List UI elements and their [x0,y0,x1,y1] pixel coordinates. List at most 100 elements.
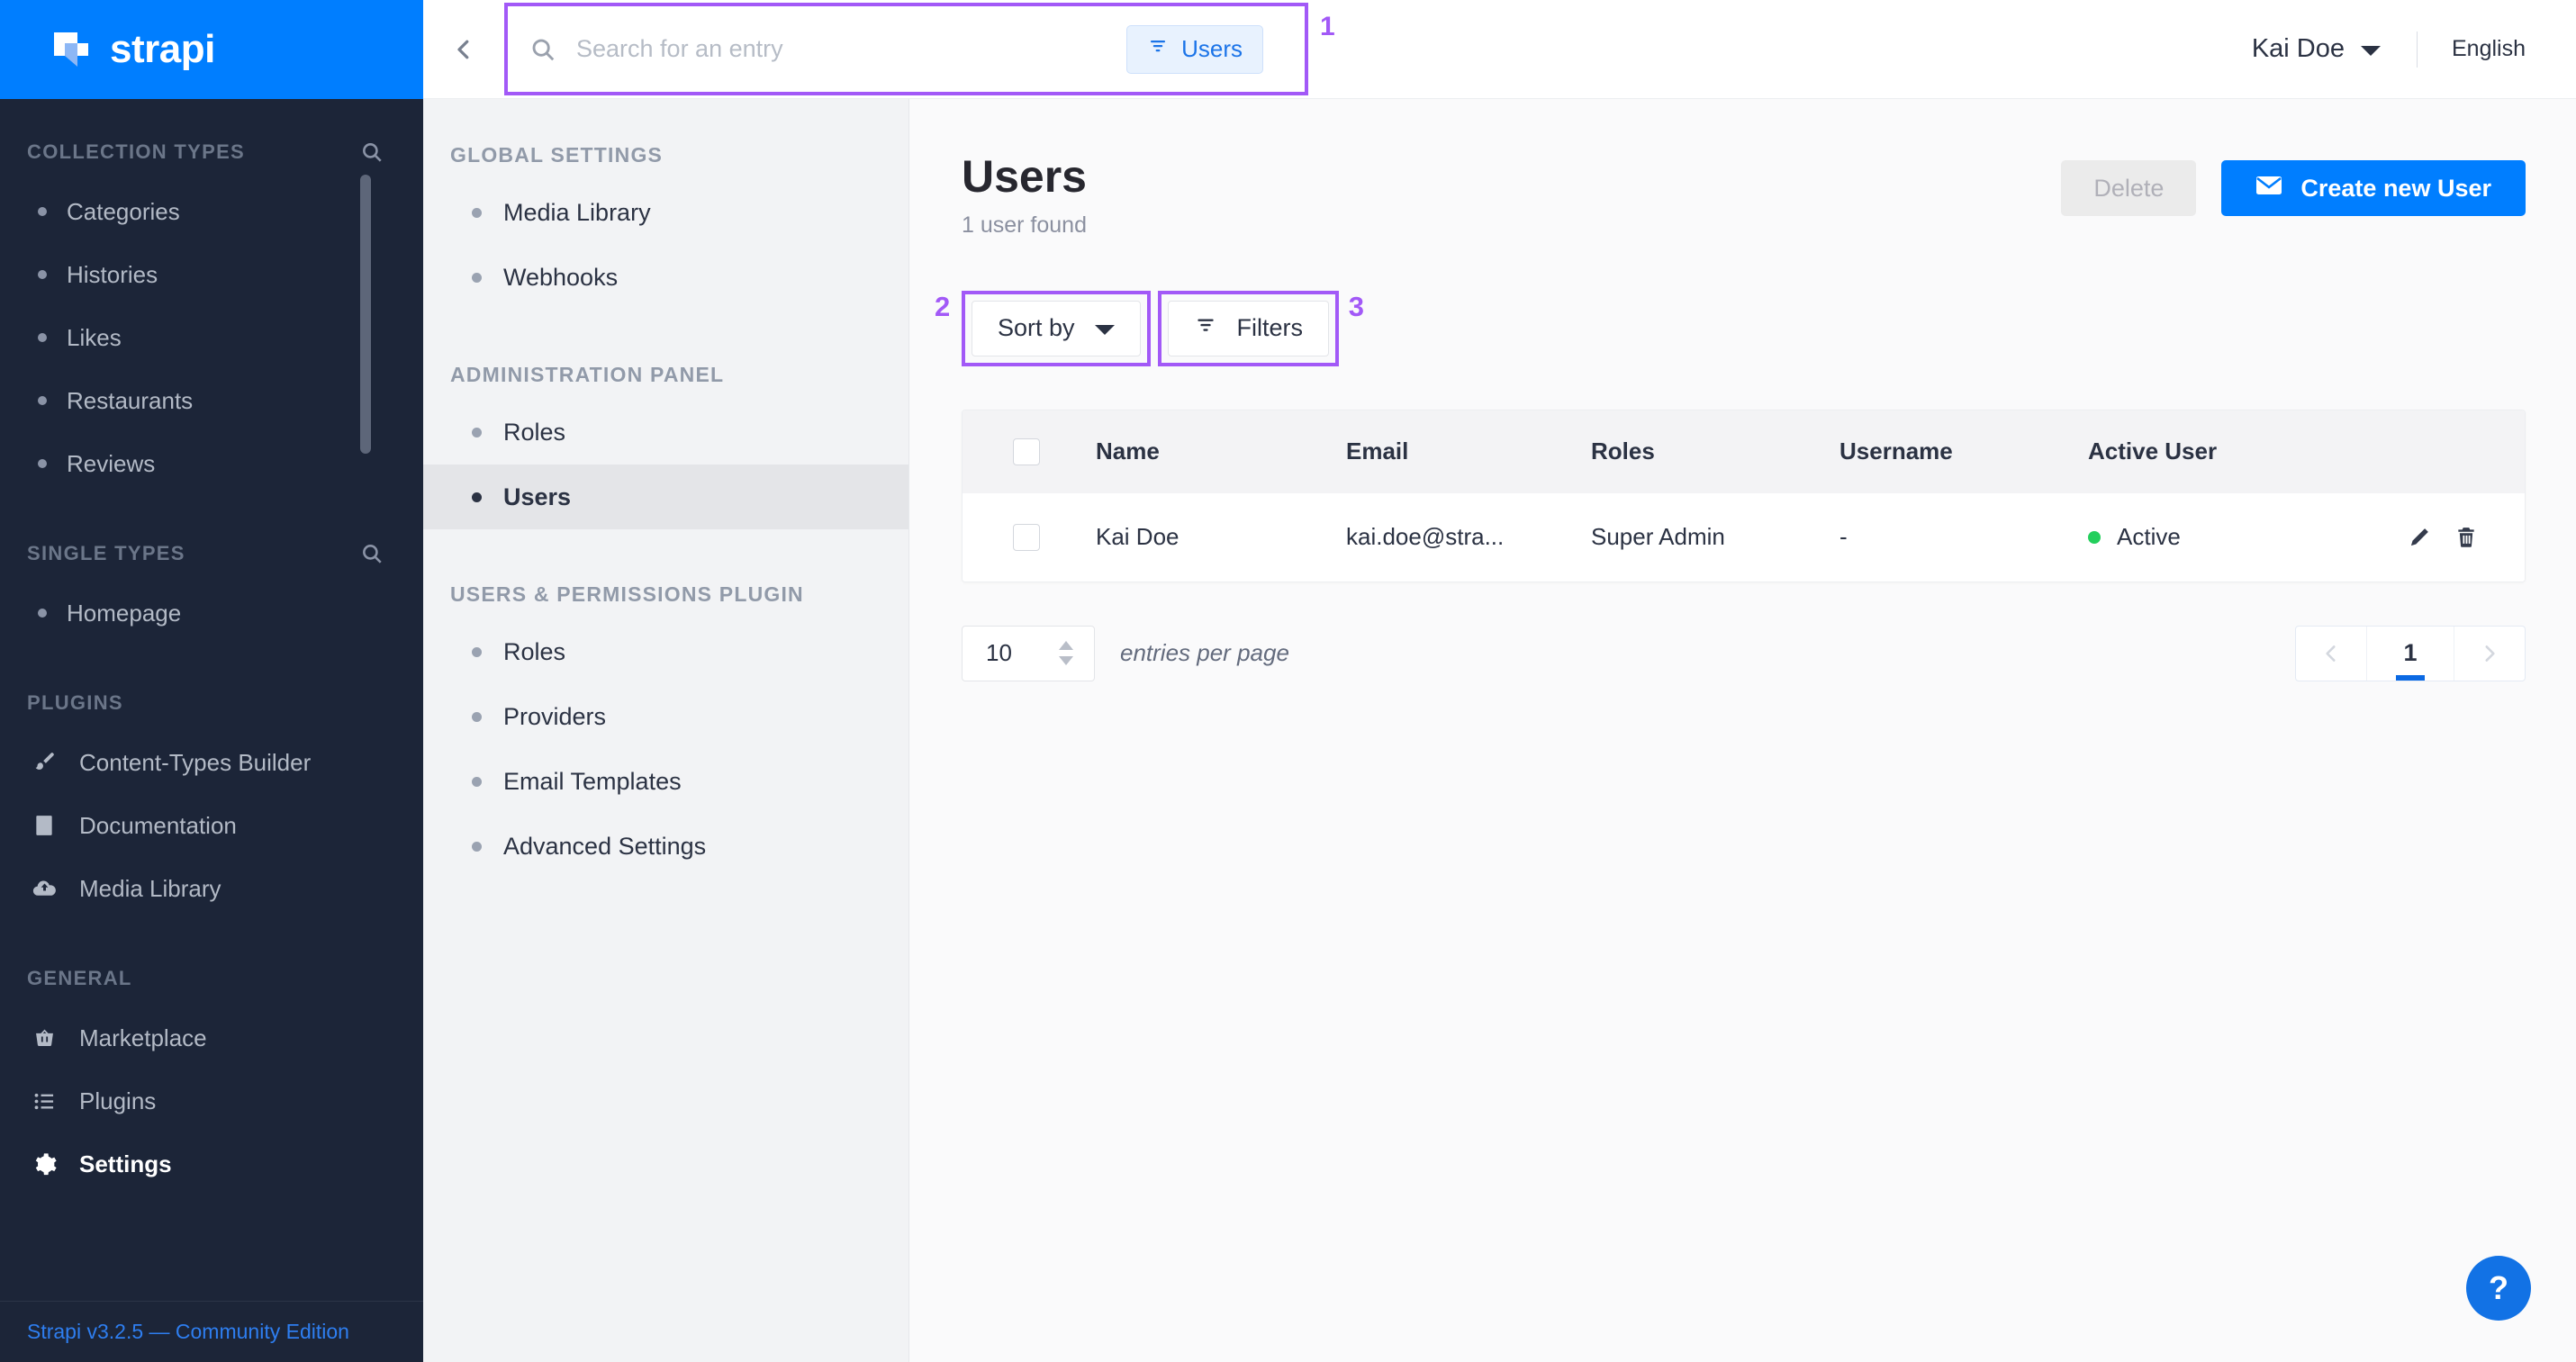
language-selector[interactable]: English [2452,36,2526,61]
sidebar-item-reviews[interactable]: Reviews [0,432,423,495]
sidebar-section-collection-types: COLLECTION TYPES [0,124,423,180]
subnav-item-label: Users [503,483,572,510]
bullet-icon [38,270,47,279]
page-number-1[interactable]: 1 [2366,626,2454,681]
table-row[interactable]: Kai Doe kai.doe@stra... Super Admin - Ac… [963,492,2525,582]
subnav-item-label: Email Templates [503,767,682,795]
subnav-item-providers[interactable]: Providers [423,684,908,749]
subnav-item-label: Roles [503,418,566,446]
subnav-item-admin-roles[interactable]: Roles [423,400,908,465]
envelope-icon [2255,175,2282,203]
subnav-item-label: Roles [503,637,566,665]
status-badge: Active [2117,523,2181,550]
search-input[interactable] [576,35,1107,63]
annotation-number-2: 2 [935,290,951,322]
sidebar-scroll-area: COLLECTION TYPES Categories Histories Li… [0,99,423,1301]
sidebar-collapse-button[interactable] [423,36,504,63]
bullet-icon [472,776,482,787]
sidebar-item-restaurants[interactable]: Restaurants [0,369,423,432]
pencil-icon[interactable] [2408,526,2431,549]
search-icon[interactable] [360,542,384,565]
sidebar-item-content-types-builder[interactable]: Content-Types Builder [0,731,423,794]
caret-down-icon [2361,34,2381,64]
sidebar-item-categories[interactable]: Categories [0,180,423,243]
spacer [423,310,908,349]
subnav-item-webhooks[interactable]: Webhooks [423,245,908,310]
search-icon[interactable] [360,140,384,164]
page-header: Users 1 user found Delete Create new Use… [962,151,2526,239]
stepper-arrows-icon[interactable] [1058,641,1074,665]
sidebar-item-settings[interactable]: Settings [0,1132,423,1195]
sidebar-item-histories[interactable]: Histories [0,243,423,306]
delete-button[interactable]: Delete [2061,160,2197,216]
select-all-checkbox[interactable] [1013,437,1040,465]
create-new-user-button[interactable]: Create new User [2221,160,2526,216]
search-scope-chip-label: Users [1181,35,1243,62]
body-row: GLOBAL SETTINGS Media Library Webhooks A… [423,99,2576,1362]
gear-icon [29,1151,59,1177]
next-page-button[interactable] [2454,627,2525,681]
column-header-roles[interactable]: Roles [1591,437,1655,465]
sidebar-item-documentation[interactable]: Documentation [0,794,423,857]
subnav-item-advanced-settings[interactable]: Advanced Settings [423,814,908,879]
row-select-checkbox[interactable] [1013,523,1040,551]
annotation-number-1: 1 [1320,12,1335,41]
sidebar-section-plugins: PLUGINS [0,675,423,731]
bullet-icon [472,207,482,218]
bullet-icon [472,711,482,722]
sidebar-item-likes[interactable]: Likes [0,306,423,369]
main-sidebar: strapi COLLECTION TYPES Categories Histo… [0,0,423,1362]
sidebar-item-label: Categories [67,197,180,225]
sidebar-item-homepage[interactable]: Homepage [0,582,423,645]
column-header-username[interactable]: Username [1839,437,1953,465]
sidebar-item-label: Likes [67,323,122,351]
user-menu-button[interactable]: Kai Doe [2252,34,2417,64]
shopping-cart-icon [29,1026,59,1051]
cell-email: kai.doe@stra... [1346,523,1505,550]
sidebar-item-label: Marketplace [79,1024,207,1051]
sidebar-section-single-types: SINGLE TYPES [0,526,423,582]
global-search-field[interactable]: Users [504,3,1308,95]
sidebar-version-footer[interactable]: Strapi v3.2.5 — Community Edition [0,1301,423,1362]
subnav-item-label: Advanced Settings [503,832,707,860]
brand-header[interactable]: strapi [0,0,423,99]
sidebar-section-title: GENERAL [27,967,132,989]
search-scope-chip-users[interactable]: Users [1126,24,1263,74]
subnav-section-title-global-settings: GLOBAL SETTINGS [450,142,664,167]
help-button[interactable]: ? [2466,1256,2531,1321]
filters-button[interactable]: Filters [1167,300,1330,356]
prev-page-button[interactable] [2296,627,2366,681]
pagination-bar: 10 entries per page 1 [962,625,2526,681]
subnav-item-media-library[interactable]: Media Library [423,180,908,245]
main-content: Users 1 user found Delete Create new Use… [909,99,2576,1362]
column-header-name[interactable]: Name [1096,437,1160,465]
subnav-section-title-administration-panel: ADMINISTRATION PANEL [450,362,725,386]
column-header-active-user[interactable]: Active User [2088,437,2218,465]
entries-per-page-stepper[interactable]: 10 [962,625,1095,681]
page-navigator: 1 [2295,625,2526,681]
paintbrush-icon [29,750,59,775]
settings-subnav: GLOBAL SETTINGS Media Library Webhooks A… [423,99,909,1362]
user-name-label: Kai Doe [2251,34,2345,63]
list-toolbar: 2 Sort by Filters [935,290,2526,366]
sidebar-item-marketplace[interactable]: Marketplace [0,1006,423,1069]
subnav-item-email-templates[interactable]: Email Templates [423,749,908,814]
trash-icon[interactable] [2454,526,2478,549]
annotation-box-3: Filters 3 [1157,290,1364,366]
subnav-item-admin-users[interactable]: Users [423,465,908,529]
entries-per-page-label: entries per page [1120,639,1289,666]
bullet-icon [472,427,482,437]
sidebar-item-plugins[interactable]: Plugins [0,1069,423,1132]
subnav-item-plugin-roles[interactable]: Roles [423,619,908,684]
search-icon [529,36,556,63]
sidebar-item-label: Documentation [79,811,237,839]
page-title-block: Users 1 user found [962,151,1087,239]
sidebar-scrollbar[interactable] [360,175,371,454]
sort-by-button[interactable]: Sort by [972,300,1141,356]
list-icon [29,1089,59,1114]
column-header-email[interactable]: Email [1346,437,1409,465]
global-search-container: Users 1 [504,3,1335,95]
sidebar-item-media-library[interactable]: Media Library [0,857,423,920]
cell-active-status: Active [2088,523,2408,551]
